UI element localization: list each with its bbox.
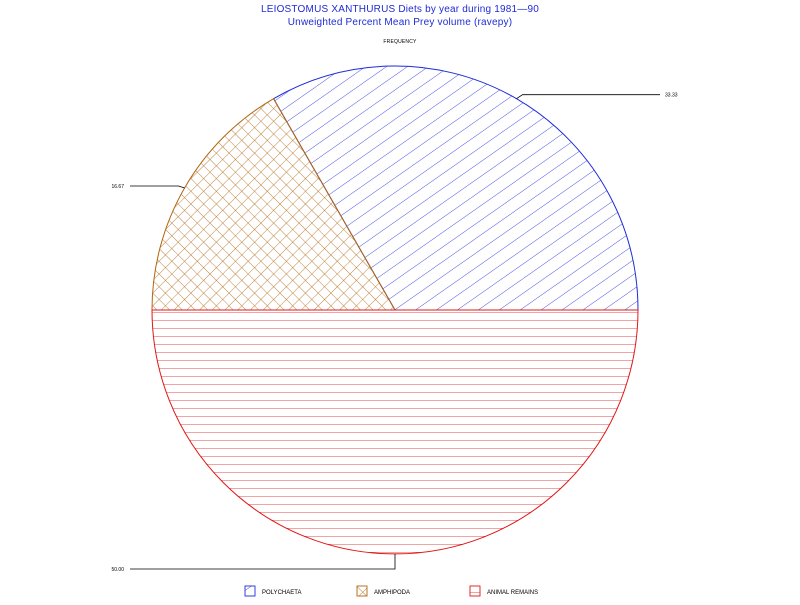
pie-slice-polychaeta xyxy=(272,65,639,311)
value-label-amphipoda: 16.67 xyxy=(111,184,124,190)
legend-swatch-animal-remains xyxy=(469,585,481,597)
leader-line-animal-remains xyxy=(130,554,396,570)
legend-item-polychaeta: POLYCHAETA xyxy=(244,585,301,597)
legend-label-polychaeta: POLYCHAETA xyxy=(262,590,301,596)
legend-item-amphipoda: AMPHIPODA xyxy=(356,585,410,597)
pie-slice-animal-remains xyxy=(151,309,639,555)
value-labels: 33.33 16.67 50.00 xyxy=(111,93,677,573)
chart-subtitle: Unweighted Percent Mean Prey volume (rav… xyxy=(287,17,513,28)
legend-label-amphipoda: AMPHIPODA xyxy=(374,590,410,596)
legend-swatch-polychaeta xyxy=(244,585,256,597)
leader-line-polychaeta xyxy=(516,94,660,100)
pie-slices xyxy=(151,65,639,555)
legend-label-animal-remains: ANIMAL REMAINS xyxy=(487,590,538,596)
legend-item-animal-remains: ANIMAL REMAINS xyxy=(469,585,538,597)
legend: POLYCHAETA AMPHIPODA ANIMAL REMAINS xyxy=(244,585,538,597)
leader-line-amphipoda xyxy=(130,185,185,189)
chart-title: LEIOSTOMUS XANTHURUS Diets by year durin… xyxy=(260,4,540,15)
chart-top-label: FREQUENCY xyxy=(383,39,417,45)
value-label-polychaeta: 33.33 xyxy=(665,93,678,99)
leader-lines xyxy=(130,94,660,570)
value-label-animal-remains: 50.00 xyxy=(111,567,124,573)
legend-swatch-amphipoda xyxy=(356,585,368,597)
